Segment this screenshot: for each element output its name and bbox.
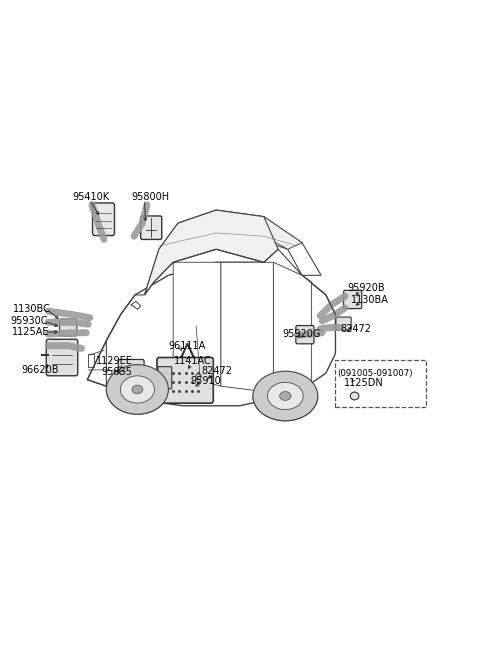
Text: 1129EE: 1129EE	[96, 356, 133, 366]
FancyBboxPatch shape	[158, 367, 172, 389]
Text: 1125DN: 1125DN	[344, 378, 384, 388]
Text: 96620B: 96620B	[22, 365, 59, 375]
Text: 95910: 95910	[190, 376, 221, 386]
FancyBboxPatch shape	[296, 326, 314, 344]
Text: 95930C: 95930C	[10, 316, 48, 326]
FancyBboxPatch shape	[177, 365, 198, 368]
FancyBboxPatch shape	[344, 290, 362, 309]
FancyBboxPatch shape	[93, 203, 115, 236]
Polygon shape	[221, 262, 274, 393]
Ellipse shape	[267, 383, 303, 409]
Polygon shape	[216, 210, 264, 262]
FancyBboxPatch shape	[336, 317, 351, 330]
Text: 1130BA: 1130BA	[351, 295, 389, 305]
Text: 1130BC: 1130BC	[13, 304, 51, 314]
Text: 96111A: 96111A	[168, 341, 205, 351]
Text: 1125AE: 1125AE	[12, 327, 49, 337]
Ellipse shape	[120, 376, 155, 403]
Polygon shape	[177, 343, 198, 366]
Text: (091005-091007): (091005-091007)	[337, 369, 412, 378]
Polygon shape	[180, 347, 194, 363]
Polygon shape	[144, 210, 321, 295]
FancyBboxPatch shape	[141, 216, 162, 240]
FancyBboxPatch shape	[60, 319, 77, 336]
Text: 95835: 95835	[102, 367, 132, 377]
FancyBboxPatch shape	[118, 360, 144, 382]
Polygon shape	[87, 262, 336, 405]
Polygon shape	[144, 210, 278, 295]
Ellipse shape	[253, 371, 318, 421]
Polygon shape	[264, 217, 302, 250]
Text: 82472: 82472	[202, 366, 233, 376]
Ellipse shape	[107, 365, 168, 414]
FancyBboxPatch shape	[157, 358, 213, 403]
Ellipse shape	[132, 385, 143, 394]
Text: 95800H: 95800H	[131, 192, 169, 202]
Ellipse shape	[280, 392, 291, 400]
Text: 95410K: 95410K	[72, 192, 109, 202]
Text: 82472: 82472	[340, 324, 371, 334]
Polygon shape	[274, 262, 312, 393]
Ellipse shape	[350, 392, 359, 400]
Polygon shape	[173, 210, 216, 262]
Bar	[88, 354, 95, 367]
Text: 95920B: 95920B	[348, 284, 385, 293]
FancyBboxPatch shape	[46, 339, 78, 376]
Text: 95920G: 95920G	[282, 329, 320, 339]
Bar	[336, 360, 426, 407]
Polygon shape	[173, 262, 221, 386]
Text: 1141AC: 1141AC	[174, 356, 212, 366]
